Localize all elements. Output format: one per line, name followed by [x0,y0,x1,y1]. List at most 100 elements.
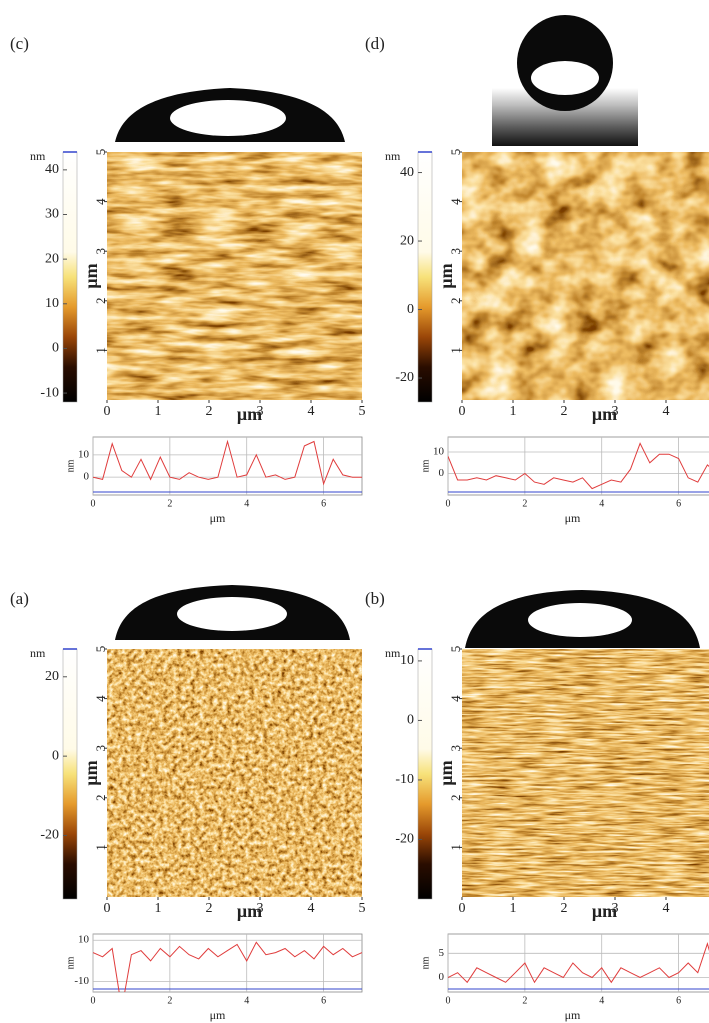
x-tick-label: 5 [359,404,366,419]
y-tick-label: 4 [448,198,463,205]
x-axis-label: μm [592,404,617,424]
profile-x-tick-label: 6 [676,498,681,509]
colorbar-tick-label: 40 [400,165,414,180]
y-tick-label: 1 [448,347,463,354]
y-tick-label: 5 [93,646,108,653]
y-tick-label: 5 [448,149,463,156]
profile-x-label: μm [210,1008,226,1022]
afm-image [462,152,709,400]
colorbar-tick-label: -20 [395,370,414,385]
profile-y-tick-label: 0 [84,471,90,483]
y-tick-label: 1 [448,844,463,851]
x-tick-label: 0 [459,901,466,916]
profile-x-tick-label: 6 [321,498,326,509]
colorbar-tick-label: -20 [40,828,59,843]
x-tick-label: 5 [359,901,366,916]
profile-y-label: nm [420,459,431,472]
profile-y-tick-label: 10 [78,934,90,946]
x-tick-label: 0 [104,404,111,419]
colorbar-tick-label: -20 [395,832,414,847]
colorbar-unit: nm [385,149,401,163]
x-axis-label: μm [237,404,262,424]
profile-y-tick-label: 10 [433,446,445,458]
droplet-a [115,585,350,640]
profile-x-tick-label: 6 [676,995,681,1006]
x-tick-label: 4 [308,404,315,419]
colorbar-tick-label: 0 [407,713,414,728]
colorbar [418,152,432,402]
profile-y-tick-label: 0 [439,467,445,479]
profile-frame [448,934,709,992]
x-axis-label: μm [592,901,617,921]
colorbar [418,649,432,899]
y-tick-label: 3 [448,745,463,752]
y-tick-label: 1 [93,347,108,354]
y-tick-label: 5 [93,149,108,156]
x-tick-label: 2 [561,901,568,916]
y-tick-label: 4 [93,198,108,205]
y-tick-label: 3 [448,248,463,255]
profile-x-tick-label: 4 [244,498,249,509]
panel-label: (d) [365,34,385,53]
y-axis-label: μm [436,760,456,785]
x-tick-label: 2 [206,404,213,419]
colorbar-tick-label: 20 [45,251,59,266]
profile-x-tick-label: 4 [599,995,604,1006]
profile-y-tick-label: 5 [439,947,445,959]
y-tick-label: 3 [93,745,108,752]
x-axis-label: μm [237,901,262,921]
profile-frame [93,934,362,992]
x-tick-label: 1 [155,404,162,419]
profile-x-tick-label: 2 [522,498,527,509]
figure: (c)nm-1001020304001234512345μmμm0100246μ… [0,0,709,1023]
profile-frame [93,437,362,495]
y-tick-label: 3 [93,248,108,255]
colorbar-tick-label: 20 [400,233,414,248]
profile-x-tick-label: 4 [244,995,249,1006]
y-tick-label: 2 [448,795,463,802]
x-tick-label: 4 [663,901,670,916]
droplet-b [465,590,700,648]
y-axis-label: μm [81,263,101,288]
profile-x-tick-label: 0 [91,498,96,509]
colorbar-tick-label: 0 [52,748,59,763]
x-tick-label: 4 [663,404,670,419]
colorbar-tick-label: 10 [45,296,59,311]
x-tick-label: 0 [104,901,111,916]
profile-x-tick-label: 2 [167,995,172,1006]
profile-x-tick-label: 2 [522,995,527,1006]
y-tick-label: 2 [93,298,108,305]
afm-image [462,649,709,897]
x-tick-label: 1 [155,901,162,916]
profile-y-label: nm [65,459,76,472]
profile-x-label: μm [565,511,581,525]
y-tick-label: 2 [93,795,108,802]
profile-x-tick-label: 0 [91,995,96,1006]
profile-y-label: nm [420,956,431,969]
profile-frame [448,437,709,495]
x-tick-label: 1 [510,404,517,419]
profile-x-label: μm [210,511,226,525]
x-tick-label: 4 [308,901,315,916]
profile-x-label: μm [565,1008,581,1022]
y-axis-label: μm [436,263,456,288]
afm-image [107,152,362,400]
profile-x-tick-label: 2 [167,498,172,509]
x-tick-label: 2 [206,901,213,916]
droplet-c [115,88,345,142]
profile-y-tick-label: 0 [439,971,445,983]
y-tick-label: 2 [448,298,463,305]
page: (c)nm-1001020304001234512345μmμm0100246μ… [0,0,709,1023]
x-tick-label: 0 [459,404,466,419]
y-tick-label: 5 [448,646,463,653]
colorbar-tick-label: -10 [40,385,59,400]
colorbar-unit: nm [385,646,401,660]
colorbar-tick-label: 30 [45,207,59,222]
colorbar-tick-label: 10 [400,653,414,668]
y-tick-label: 4 [93,695,108,702]
profile-y-tick-label: 10 [78,448,90,460]
x-tick-label: 2 [561,404,568,419]
colorbar [63,152,77,402]
y-tick-label: 4 [448,695,463,702]
panel-label: (a) [10,589,29,608]
